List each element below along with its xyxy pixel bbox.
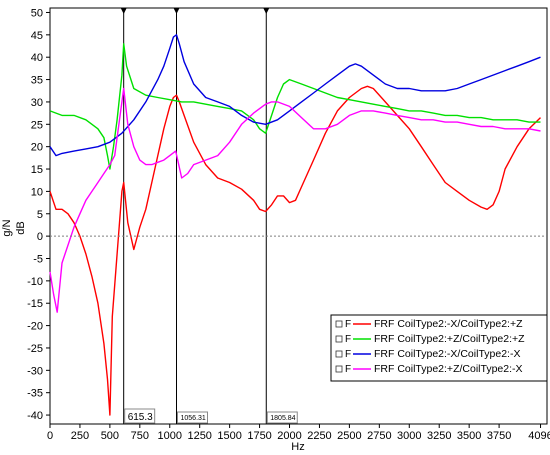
legend: F FRF CoilType2:-X/CoilType2:+Z F FRF CoilT… (330, 314, 548, 382)
legend-entry: FRF CoilType2:+Z/CoilType2:-X (374, 363, 523, 375)
legend-prefix: F (345, 334, 351, 345)
y-tick-label: -5 (33, 253, 43, 265)
x-tick-label: 3750 (487, 430, 511, 442)
x-tick-label: 3250 (427, 430, 451, 442)
y-tick-label: -10 (27, 276, 43, 288)
y-tick-label: 30 (31, 97, 43, 109)
cursor-marker[interactable] (263, 8, 270, 14)
legend-entry: FRF CoilType2:+Z/CoilType2:+Z (374, 333, 525, 345)
cursor-label: 1056.31 (181, 415, 206, 422)
x-tick-label: 2250 (307, 430, 331, 442)
x-tick-label: 1500 (217, 430, 241, 442)
x-tick-label: 2000 (277, 430, 301, 442)
y-axis-label: g/N (1, 219, 13, 236)
x-tick-label: 3500 (457, 430, 481, 442)
cursor-label-box (266, 411, 298, 424)
series-lines (49, 34, 541, 416)
cursor-lines[interactable]: 615.3 1056.31 1805.84 (120, 8, 298, 424)
legend-prefix: F (345, 319, 351, 330)
x-tick-label: 250 (71, 430, 89, 442)
y-tick-label: -40 (27, 410, 43, 422)
x-tick-label: 1000 (158, 430, 182, 442)
x-tick-label: 500 (101, 430, 119, 442)
x-tick-label: 0 (47, 430, 53, 442)
y-tick-label: -30 (27, 365, 43, 377)
legend-checkbox[interactable] (335, 320, 343, 328)
x-axis-label: Hz (291, 441, 304, 453)
y-tick-label: 40 (31, 52, 43, 64)
legend-entry: FRF CoilType2:-X/CoilType2:-X (374, 348, 520, 360)
y-tick-label: 0 (37, 231, 43, 243)
y-tick-label: 35 (31, 75, 43, 87)
legend-checkbox[interactable] (335, 335, 343, 343)
x-tick-label: 1750 (247, 430, 271, 442)
y-axis: 50454035302520151050-5-10-15-20-25-30-35… (27, 7, 547, 422)
x-tick-label: 3000 (397, 430, 421, 442)
x-tick-label: 4096 (528, 430, 550, 442)
series-line-4 (49, 87, 541, 313)
y-tick-label: 25 (31, 119, 43, 131)
x-tick-label: 1250 (187, 430, 211, 442)
x-tick-label: 2500 (337, 430, 361, 442)
y-tick-label: 10 (31, 186, 43, 198)
y-tick-label: -15 (27, 298, 43, 310)
y-tick-label: 15 (31, 164, 43, 176)
x-axis: 0 250 500 750 1000 1250 1500 1750 2000 2250 2500 27… (47, 424, 550, 442)
series-line-1 (49, 85, 541, 416)
legend-prefix: F (345, 349, 351, 360)
y-tick-label: 45 (31, 30, 43, 42)
y-axis-label-2: dB (15, 221, 27, 234)
y-tick-label: 20 (31, 142, 43, 154)
cursor-label-box (124, 408, 156, 424)
y-tick-label: 5 (37, 209, 43, 221)
cursor-marker[interactable] (173, 8, 180, 14)
series-line-3 (49, 34, 541, 157)
x-tick-label: 750 (131, 430, 149, 442)
x-tick-label: 2750 (367, 430, 391, 442)
y-tick-label: -35 (27, 388, 43, 400)
legend-entry: FRF CoilType2:-X/CoilType2:+Z (374, 318, 523, 330)
legend-checkbox[interactable] (335, 350, 343, 358)
y-tick-label: -25 (27, 343, 43, 355)
cursor-marker[interactable] (120, 8, 127, 14)
y-tick-label: -20 (27, 321, 43, 333)
legend-prefix: F (345, 364, 351, 375)
cursor-label-box (177, 411, 209, 424)
legend-box (330, 314, 548, 382)
cursor-label: 1805.84 (270, 415, 295, 422)
y-tick-label: 50 (31, 7, 43, 19)
legend-checkbox[interactable] (335, 365, 343, 373)
cursor-label: 615.3 (128, 412, 153, 423)
